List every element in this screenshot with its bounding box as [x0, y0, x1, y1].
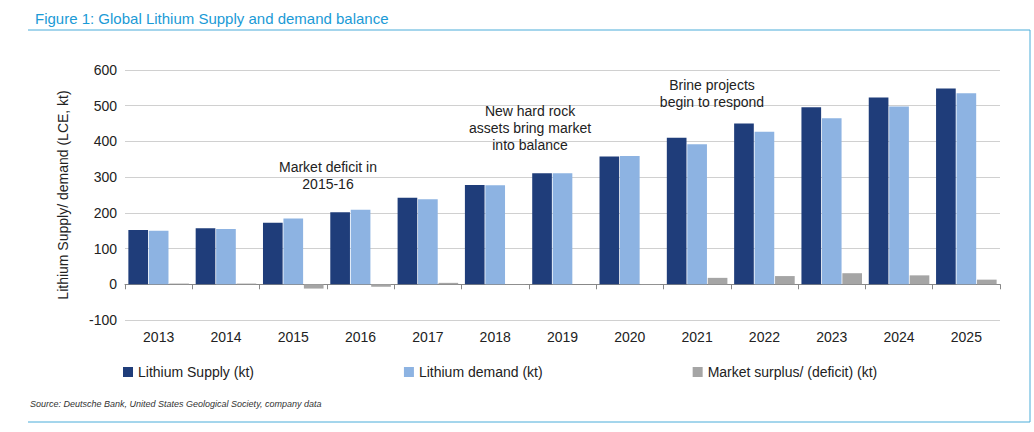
svg-text:2022: 2022: [749, 329, 780, 345]
svg-text:Lithium demand (kt): Lithium demand (kt): [419, 364, 543, 380]
svg-text:2023: 2023: [816, 329, 847, 345]
svg-text:100: 100: [94, 241, 118, 257]
svg-text:Market surplus/ (deficit) (kt): Market surplus/ (deficit) (kt): [708, 364, 878, 380]
svg-text:begin to respond: begin to respond: [660, 94, 764, 110]
svg-text:-100: -100: [89, 312, 117, 328]
svg-text:Source: Deutsche Bank, United: Source: Deutsche Bank, United States Geo…: [30, 399, 322, 409]
svg-text:600: 600: [94, 62, 118, 78]
svg-text:2015-16: 2015-16: [302, 176, 354, 192]
svg-text:2017: 2017: [412, 329, 443, 345]
svg-text:0: 0: [109, 276, 117, 292]
svg-text:400: 400: [94, 133, 118, 149]
svg-text:assets bring market: assets bring market: [469, 120, 591, 136]
svg-text:2014: 2014: [210, 329, 241, 345]
svg-text:2016: 2016: [345, 329, 376, 345]
svg-text:300: 300: [94, 169, 118, 185]
svg-text:500: 500: [94, 98, 118, 114]
svg-text:2013: 2013: [143, 329, 174, 345]
svg-text:Brine projects: Brine projects: [669, 77, 755, 93]
svg-text:New hard rock: New hard rock: [485, 103, 576, 119]
svg-text:2025: 2025: [951, 329, 982, 345]
svg-text:Lithium Supply (kt): Lithium Supply (kt): [138, 364, 254, 380]
svg-text:Lithium Supply/ demand (LCE, k: Lithium Supply/ demand (LCE, kt): [55, 90, 71, 299]
svg-text:Market deficit in: Market deficit in: [279, 159, 377, 175]
svg-text:2024: 2024: [883, 329, 914, 345]
svg-text:2021: 2021: [682, 329, 713, 345]
svg-text:2018: 2018: [480, 329, 511, 345]
svg-text:into balance: into balance: [492, 137, 568, 153]
svg-text:2020: 2020: [614, 329, 645, 345]
svg-text:Figure 1: Global Lithium Suppl: Figure 1: Global Lithium Supply and dema…: [35, 10, 389, 27]
svg-text:2019: 2019: [547, 329, 578, 345]
svg-text:2015: 2015: [278, 329, 309, 345]
svg-text:200: 200: [94, 205, 118, 221]
